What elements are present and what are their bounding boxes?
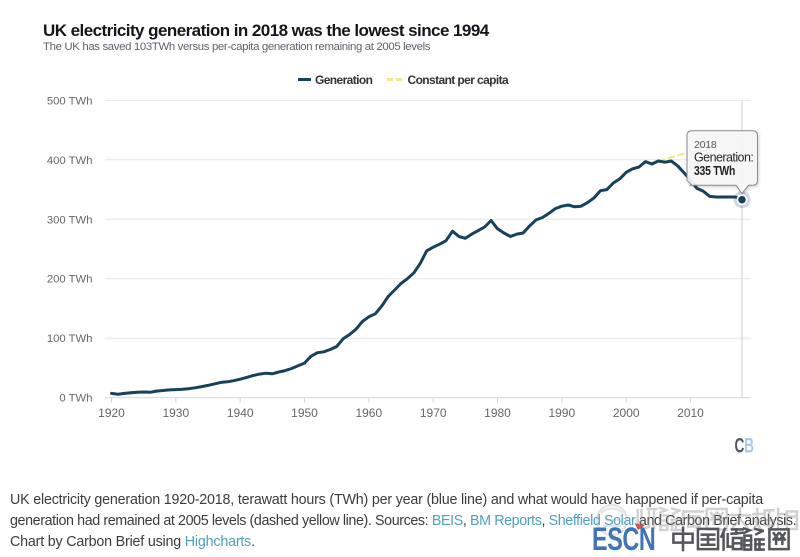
svg-text:200 TWh: 200 TWh: [47, 274, 93, 286]
svg-text:500 TWh: 500 TWh: [47, 95, 93, 107]
svg-text:300 TWh: 300 TWh: [47, 214, 93, 226]
svg-text:2018: 2018: [694, 139, 717, 151]
svg-text:335 TWh: 335 TWh: [694, 164, 735, 178]
svg-text:1980: 1980: [484, 406, 511, 420]
svg-text:1940: 1940: [227, 406, 254, 420]
svg-text:1930: 1930: [162, 406, 189, 420]
svg-text:0 TWh: 0 TWh: [59, 393, 92, 405]
svg-text:CB: CB: [735, 433, 755, 457]
svg-text:1950: 1950: [291, 406, 318, 420]
svg-text:2000: 2000: [613, 406, 640, 420]
svg-text:1960: 1960: [355, 406, 382, 420]
svg-text:1990: 1990: [548, 406, 575, 420]
svg-text:ESCN: ESCN: [592, 521, 655, 556]
svg-text:Generation:: Generation:: [694, 151, 753, 165]
svg-text:2010: 2010: [677, 406, 704, 420]
svg-text:400 TWh: 400 TWh: [47, 155, 93, 167]
svg-text:1970: 1970: [420, 406, 447, 420]
svg-text:1920: 1920: [98, 406, 125, 420]
svg-text:100 TWh: 100 TWh: [47, 333, 93, 345]
